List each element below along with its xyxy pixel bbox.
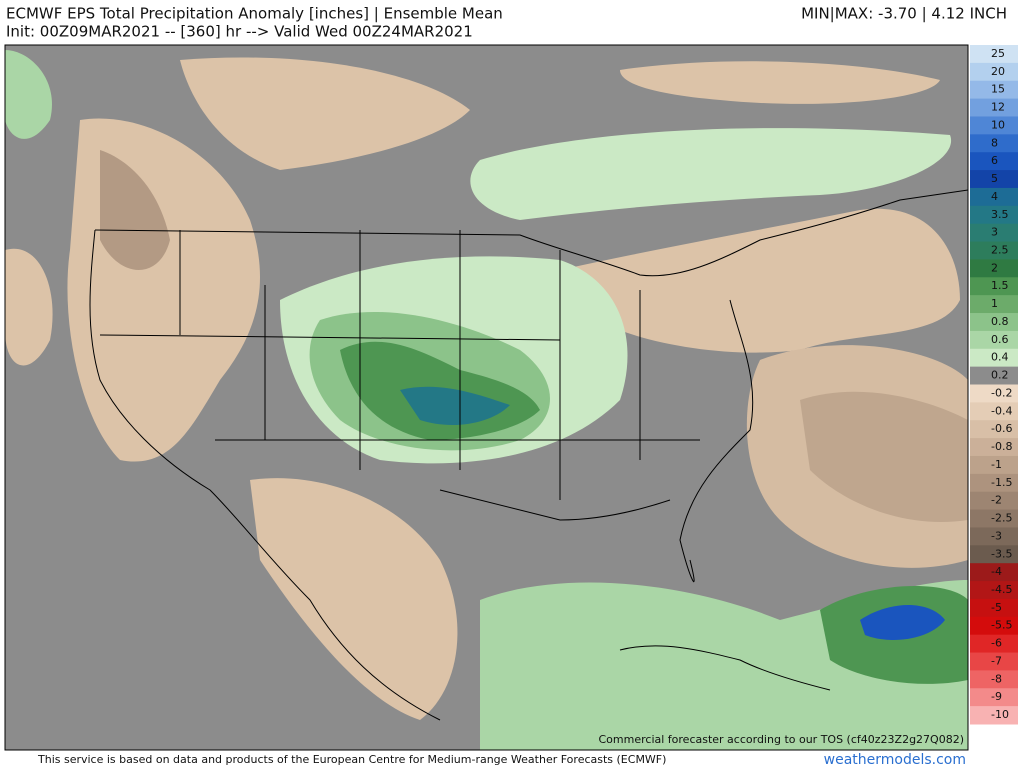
colorbar-swatch [970,170,1018,189]
colorbar-label: 0.6 [991,333,1009,346]
colorbar-swatch [970,295,1018,314]
colorbar-label: 3.5 [991,208,1009,221]
colorbar-label: -0.4 [991,404,1012,417]
colorbar-label: 0.4 [991,351,1009,364]
colorbar-swatch [970,223,1018,243]
colorbar-swatch [970,438,1018,457]
colorbar-label: -7 [991,654,1002,667]
colorbar-swatch [970,527,1018,546]
site-link-text[interactable]: weathermodels.com [824,752,966,768]
colorbar-swatch [970,509,1018,528]
colorbar-label: -5 [991,601,1002,614]
colorbar-swatch [970,134,1018,153]
colorbar-label: 3 [991,226,998,239]
colorbar-swatch [970,634,1018,654]
site-link[interactable]: weathermodels.com [824,752,966,768]
boundaries [89,189,968,721]
colorbar-swatch [970,473,1018,493]
colorbar-label: 0.8 [991,315,1009,328]
colorbar-swatch [970,330,1018,350]
colorbar-swatch [970,98,1018,117]
map: Commercial forecaster according to our T… [4,44,969,751]
colorbar-swatch [970,45,1018,64]
footer-disclaimer: This service is based on data and produc… [37,753,666,766]
colorbar-label: 15 [991,83,1005,96]
colorbar-swatch [970,80,1018,100]
colorbar-label: 2 [991,261,998,274]
colorbar-label: -8 [991,672,1002,685]
colorbar-label: -3 [991,529,1002,542]
colorbar-swatch [970,313,1018,332]
colorbar-label: 1 [991,297,998,310]
colorbar-swatch [970,402,1018,421]
anomaly-field [5,50,968,750]
colorbar-label: -9 [991,690,1002,703]
tos-watermark: Commercial forecaster according to our T… [599,733,965,746]
colorbar-label: -4 [991,565,1002,578]
map-frame [4,44,969,751]
colorbar-swatch [970,455,1018,475]
min-max: MIN|MAX: -3.70 | 4.12 INCH [801,5,1007,23]
colorbar-swatch [970,384,1018,403]
colorbar-swatch [970,259,1018,278]
colorbar-swatch [970,277,1018,296]
colorbar-label: 12 [991,101,1005,114]
colorbar-label: -0.2 [991,386,1012,399]
colorbar-swatch [970,241,1018,260]
title: ECMWF EPS Total Precipitation Anomaly [i… [6,5,503,23]
colorbar-label: -5.5 [991,619,1012,632]
colorbar-label: -0.6 [991,422,1012,435]
colorbar-label: -1.5 [991,476,1012,489]
colorbar-swatch [970,706,1018,725]
colorbar-swatch [970,491,1018,511]
colorbar-swatch [970,652,1018,671]
colorbar-label: -0.8 [991,440,1012,453]
colorbar-swatch [970,62,1018,82]
colorbar-swatch [970,187,1018,207]
colorbar-swatch [970,152,1018,171]
subtitle: Init: 00Z09MAR2021 -- [360] hr --> Valid… [6,23,473,41]
colorbar-swatch [970,420,1018,439]
colorbar-label: -4.5 [991,583,1012,596]
colorbar-swatch [970,366,1018,385]
colorbar-label: 2.5 [991,243,1009,256]
colorbar-label: 20 [991,65,1005,78]
colorbar-label: 25 [991,47,1005,60]
colorbar-swatch [970,205,1018,225]
colorbar-label: -3.5 [991,547,1012,560]
colorbar-swatch [970,598,1018,618]
colorbar-swatch [970,670,1018,689]
colorbar-label: 6 [991,154,998,167]
colorbar-label: -2.5 [991,512,1012,525]
colorbar-swatch [970,688,1018,707]
colorbar-label: 4 [991,190,998,203]
colorbar-label: -6 [991,637,1002,650]
colorbar-swatch [970,545,1018,564]
colorbar-label: 8 [991,136,998,149]
colorbar-swatch [970,616,1018,636]
colorbar-label: 10 [991,118,1005,131]
colorbar-label: -2 [991,494,1002,507]
colorbar-swatch [970,563,1018,582]
colorbar-label: 1.5 [991,279,1009,292]
colorbar-swatch [970,581,1018,600]
colorbar-label: 5 [991,172,998,185]
colorbar-label: -10 [991,708,1009,721]
colorbar-label: -1 [991,458,1002,471]
colorbar-swatch [970,348,1018,368]
colorbar-label: 0.2 [991,369,1009,382]
colorbar-swatch [970,116,1018,135]
colorbar: 25 20 15 12 10 8 6 5 4 3.5 3 2.5 2 1.5 1 0.8 0.6 0.4 0.2 -0… [970,45,1018,725]
